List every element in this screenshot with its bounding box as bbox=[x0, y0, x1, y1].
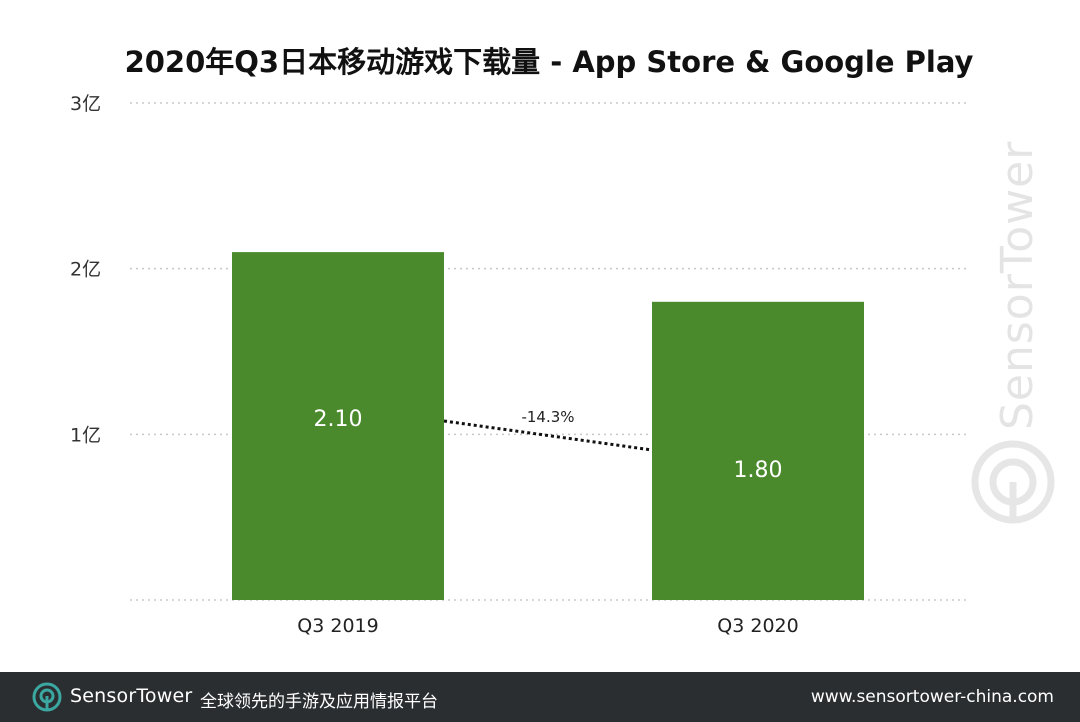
x-tick-label: Q3 2020 bbox=[717, 615, 798, 637]
brand-tower: Tower bbox=[136, 685, 193, 707]
footer-bar: SensorTower 全球领先的手游及应用情报平台 www.sensortow… bbox=[0, 672, 1080, 722]
x-tick-label: Q3 2019 bbox=[297, 615, 378, 637]
y-tick-label: 2亿 bbox=[70, 259, 101, 281]
change-connector bbox=[443, 419, 653, 452]
watermark-logo-icon bbox=[971, 440, 1055, 524]
bar bbox=[652, 301, 864, 600]
data-label: 2.10 bbox=[314, 407, 363, 432]
footer-brand: SensorTower bbox=[70, 685, 192, 707]
y-tick-label: 1亿 bbox=[70, 424, 101, 446]
chart: 2020年Q3日本移动游戏下载量 - App Store & Google Pl… bbox=[70, 45, 1055, 637]
footer-tagline: 全球领先的手游及应用情报平台 bbox=[200, 692, 438, 712]
change-annotation: -14.3% bbox=[521, 408, 574, 426]
watermark: SensorTower bbox=[971, 141, 1055, 524]
labels: 1亿 2亿 3亿 2.10 Q3 2019 1.80 Q3 2020 -14.3% bbox=[70, 93, 799, 637]
data-label: 1.80 bbox=[734, 458, 783, 483]
y-tick-label: 3亿 bbox=[70, 93, 101, 115]
sensortower-logo-icon bbox=[32, 682, 62, 712]
chart-title: 2020年Q3日本移动游戏下载量 - App Store & Google Pl… bbox=[125, 45, 974, 79]
chart-svg: 2020年Q3日本移动游戏下载量 - App Store & Google Pl… bbox=[70, 45, 1055, 637]
footer-url: www.sensortower-china.com bbox=[810, 687, 1054, 707]
bars bbox=[232, 252, 864, 600]
watermark-text: SensorTower bbox=[992, 141, 1043, 430]
bar bbox=[232, 252, 444, 600]
brand-sensor: Sensor bbox=[70, 685, 137, 707]
